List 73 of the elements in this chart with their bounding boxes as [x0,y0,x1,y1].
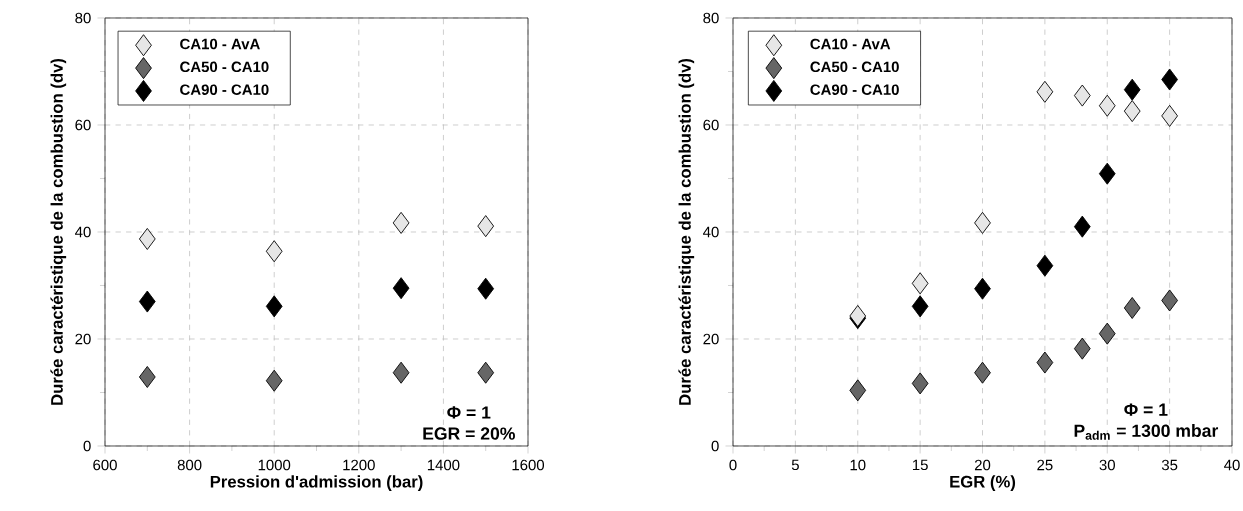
x-tick-label: 1400 [427,459,460,471]
point [974,277,991,300]
point [1036,351,1054,374]
x-tick-label: 25 [1037,459,1053,471]
x-tick-label: 600 [93,459,117,471]
x-tick-label: 10 [850,459,866,471]
x-tick-label: 30 [1099,459,1115,471]
x-tick-label: 15 [912,459,928,471]
point [477,215,495,238]
x-tick-label: 1000 [258,459,291,471]
x-tick-label: 800 [177,459,202,471]
point [138,366,156,388]
point [392,277,410,300]
point [911,295,929,318]
point [1098,94,1116,117]
point [477,277,495,300]
point [974,211,991,234]
x-tick-label: 1200 [343,459,375,471]
x-tick-label: 1600 [512,459,545,471]
y-tick-label: 60 [703,119,719,131]
point [1123,296,1141,319]
y-tick-label: 40 [75,226,91,238]
point [1098,322,1116,345]
point [477,361,495,384]
annotation: Φ = 1 [447,406,491,419]
y-tick-label: 20 [75,333,91,345]
point [1161,104,1178,127]
legend-label: CA50 - CA10 [810,61,899,73]
y-axis-title: Durée caractéristique de la combustion (dv) [678,58,695,405]
point [1036,80,1054,103]
legend-label: CA10 - AvA [180,38,260,50]
point [265,295,283,318]
point [1123,78,1141,101]
point [911,272,929,295]
legend-label: CA90 - CA10 [810,84,899,95]
y-tick-label: 60 [75,119,91,131]
point [138,227,156,250]
x-tick-label: 5 [791,459,799,471]
legend-label: CA90 - CA10 [180,84,269,95]
point [392,361,410,384]
point [1123,100,1141,123]
point [1161,68,1178,91]
y-tick-label: 40 [703,226,719,238]
point [1073,337,1091,360]
point [392,211,410,234]
x-tick-label: 20 [974,459,991,471]
point [1036,254,1054,277]
y-tick-label: 0 [711,440,719,452]
point [265,240,283,263]
legend-label: CA50 - CA10 [180,61,269,73]
y-axis-title: Durée caractéristique de la combustion (dv) [50,58,67,405]
x-tick-label: 0 [729,459,737,471]
annotation: Φ = 1 [1124,403,1168,416]
annotation: P$_{adm}$ = 1300 mbar [1074,424,1219,440]
point [265,369,283,392]
x-tick-label: 40 [1224,459,1240,471]
y-tick-label: 20 [703,333,719,345]
y-tick-label: 80 [703,12,719,24]
x-axis-title: EGR (%) [950,475,1016,491]
point [1161,289,1178,312]
legend-label: CA10 - AvA [810,38,891,50]
y-tick-label: 80 [75,12,91,24]
point [1073,215,1091,238]
point [974,361,991,384]
point [849,379,867,402]
x-axis-title: Pression d'admission (bar) [210,475,423,491]
x-tick-label: 35 [1161,459,1178,471]
point [1098,162,1116,185]
y-tick-label: 0 [83,440,91,452]
point [911,372,929,395]
point [138,290,156,313]
annotation: EGR = 20% [423,427,515,440]
point [1073,84,1091,107]
